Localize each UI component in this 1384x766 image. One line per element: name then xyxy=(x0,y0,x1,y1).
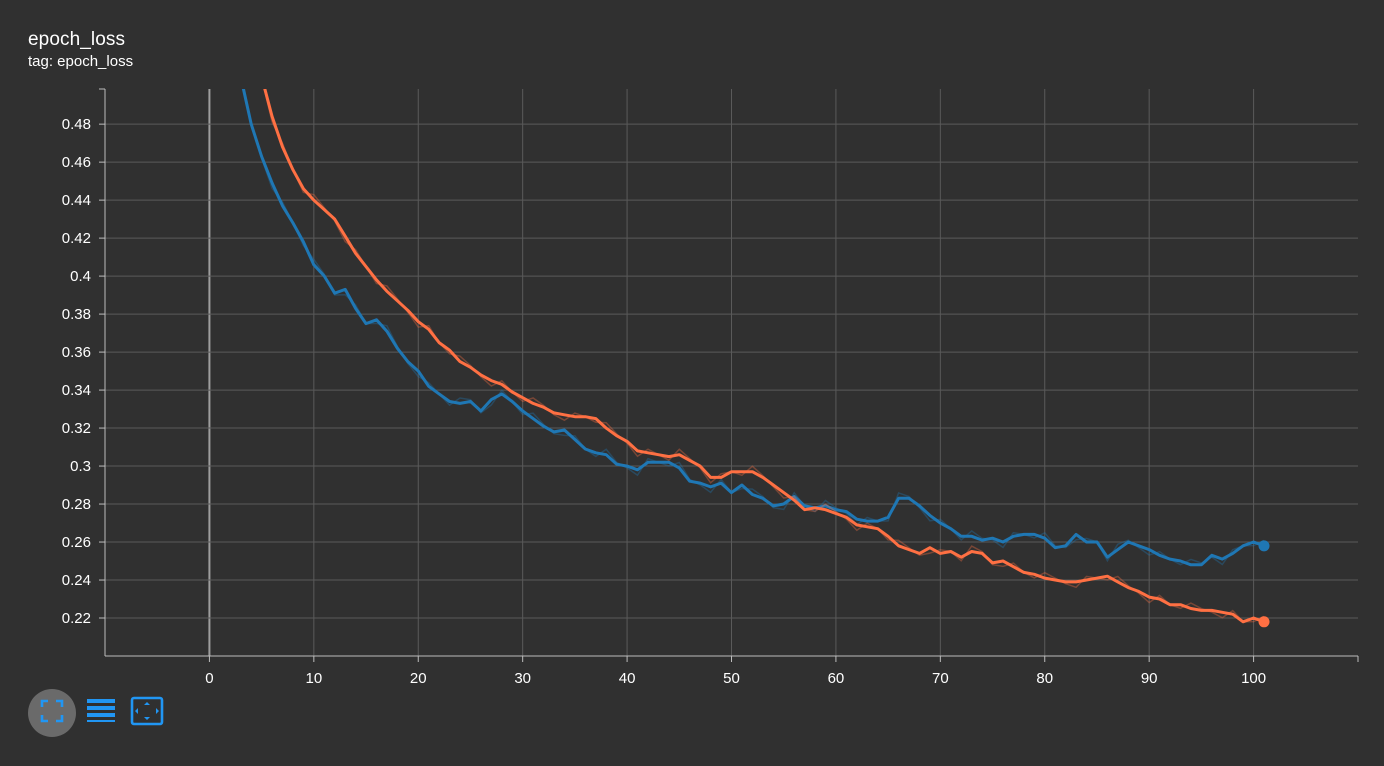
y-tick-label: 0.32 xyxy=(62,420,91,437)
x-tick-label: 0 xyxy=(205,670,213,687)
x-tick-label: 60 xyxy=(828,670,845,687)
fullscreen-button[interactable] xyxy=(28,689,76,737)
x-tick-label: 40 xyxy=(619,670,636,687)
y-tick-label: 0.34 xyxy=(62,382,91,399)
series-end-point xyxy=(1258,616,1270,628)
data-table-icon xyxy=(86,697,116,730)
x-tick-label: 80 xyxy=(1036,670,1053,687)
series-raw-line xyxy=(263,89,1265,623)
series-raw-line xyxy=(243,89,1265,566)
data-table-button[interactable] xyxy=(84,696,118,730)
y-tick-label: 0.38 xyxy=(62,306,91,323)
y-tick-label: 0.24 xyxy=(62,572,91,589)
x-tick-label: 70 xyxy=(932,670,949,687)
x-tick-label: 100 xyxy=(1241,670,1266,687)
series-line xyxy=(241,89,1265,567)
x-tick-label: 20 xyxy=(410,670,427,687)
y-tick-label: 0.48 xyxy=(62,116,91,133)
y-tick-label: 0.36 xyxy=(62,344,91,361)
x-tick-label: 50 xyxy=(723,670,740,687)
chart-toolbar xyxy=(28,689,176,737)
y-tick-label: 0.44 xyxy=(62,192,91,209)
series-line xyxy=(263,89,1265,624)
y-tick-label: 0.3 xyxy=(70,458,91,475)
y-tick-label: 0.42 xyxy=(62,230,91,247)
chart-title: epoch_loss xyxy=(28,29,126,50)
y-tick-label: 0.22 xyxy=(62,610,91,627)
y-tick-label: 0.28 xyxy=(62,496,91,513)
x-tick-label: 90 xyxy=(1141,670,1158,687)
x-tick-label: 10 xyxy=(305,670,322,687)
y-tick-label: 0.46 xyxy=(62,154,91,171)
y-tick-label: 0.4 xyxy=(70,268,91,285)
series-layer xyxy=(241,89,1270,628)
y-tick-label: 0.26 xyxy=(62,534,91,551)
chart-subtitle: tag: epoch_loss xyxy=(28,53,134,70)
fit-domain-icon xyxy=(130,696,164,731)
grid-lines xyxy=(105,89,1358,656)
x-tick-label: 30 xyxy=(514,670,531,687)
fullscreen-icon xyxy=(39,698,65,729)
fit-domain-button[interactable] xyxy=(130,696,164,730)
series-end-point xyxy=(1258,540,1270,552)
chart-axes: 0 10 20 30 40 50 60 70 80 90 100 0.22 0.24 0.26 0.28 0.… xyxy=(62,88,1359,687)
